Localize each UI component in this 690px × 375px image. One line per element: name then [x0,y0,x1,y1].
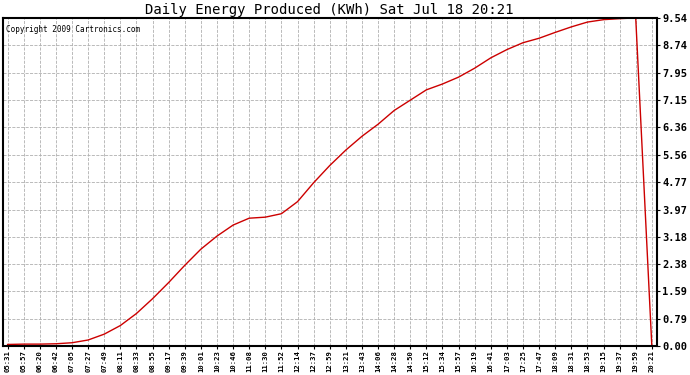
Text: Copyright 2009 Cartronics.com: Copyright 2009 Cartronics.com [6,24,140,33]
Title: Daily Energy Produced (KWh) Sat Jul 18 20:21: Daily Energy Produced (KWh) Sat Jul 18 2… [146,3,514,17]
